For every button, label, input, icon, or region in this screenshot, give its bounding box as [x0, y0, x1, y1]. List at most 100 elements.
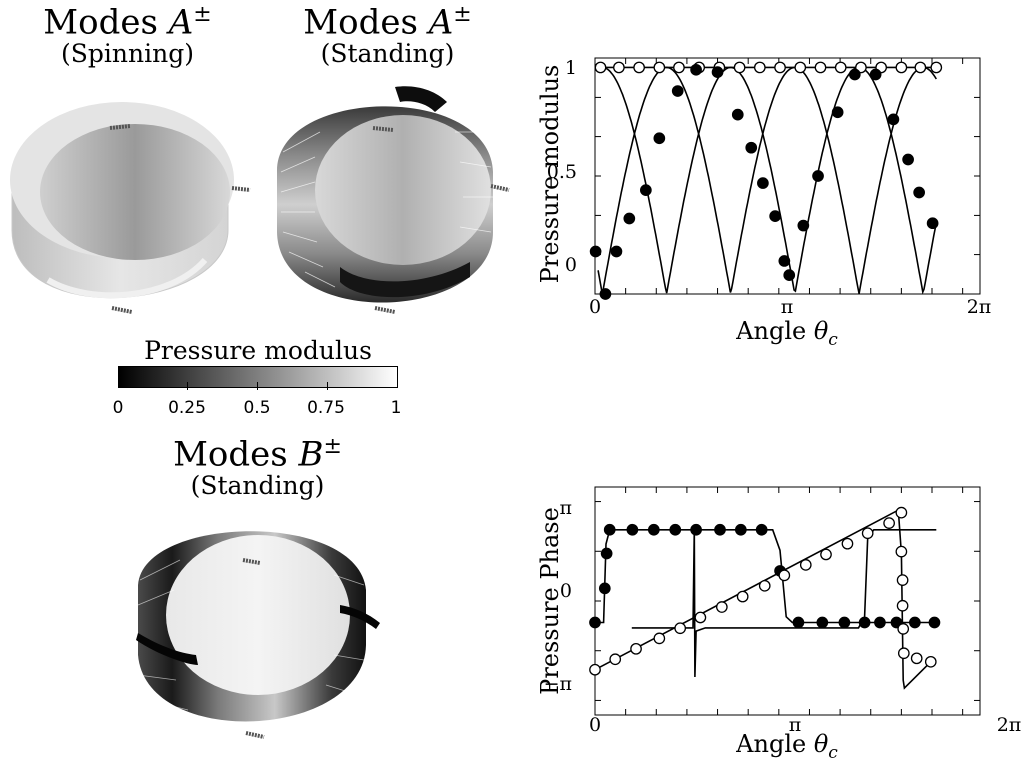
x-tick-label: π	[781, 296, 794, 318]
title-b-standing: Modes B± (Standing)	[150, 436, 365, 501]
data-point-filled	[874, 616, 886, 629]
data-point-open	[594, 61, 607, 74]
colorbar-tick-075: 0.75	[307, 398, 345, 418]
data-point-filled	[653, 132, 666, 145]
data-point-filled	[816, 616, 829, 629]
data-point-filled	[671, 85, 684, 97]
data-point-filled	[902, 153, 914, 166]
y-tick-label: −π	[544, 673, 572, 695]
ring-b-standing-image	[136, 531, 380, 739]
data-point-open	[910, 652, 923, 665]
x-axis-label: Angle θc	[735, 317, 838, 350]
data-point-open	[630, 642, 642, 655]
series-lines	[594, 508, 937, 690]
data-point-filled	[623, 212, 636, 225]
data-point-filled	[669, 523, 682, 536]
data-point-filled	[797, 219, 810, 232]
colorbar-tick-05: 0.5	[243, 398, 271, 418]
y-axis-label: Pressure Phase	[536, 507, 564, 695]
data-point-filled	[640, 184, 652, 197]
y-tick-label: 1	[565, 57, 577, 79]
x-tick-label: 0	[589, 296, 601, 318]
data-point-filled	[757, 177, 769, 189]
data-point-open	[613, 61, 625, 74]
data-point-filled	[711, 66, 724, 79]
data-point-open	[814, 61, 827, 74]
data-point-open	[895, 61, 908, 74]
colorbar-ticks	[118, 382, 399, 392]
data-point-open	[930, 61, 943, 74]
series-line-standing	[597, 66, 937, 294]
subtitle-a-standing: (Standing)	[320, 39, 455, 69]
data-point-filled	[589, 245, 602, 258]
data-point-filled	[714, 523, 726, 536]
data-point-filled	[745, 141, 758, 154]
colorbar-tick-1: 1	[390, 398, 402, 418]
series-line-open	[594, 508, 932, 690]
data-point-open	[609, 653, 622, 666]
y-tick-label: 0	[560, 580, 572, 602]
title-a-spinning: Modes A± (Spinning)	[20, 4, 235, 69]
data-point-filled	[838, 616, 851, 629]
data-point-open	[674, 622, 687, 635]
data-point-open	[914, 61, 927, 74]
data-point-filled	[690, 523, 702, 536]
ring-a-standing-image	[276, 86, 510, 314]
data-point-open	[896, 574, 909, 586]
colorbar-tick-025: 0.25	[168, 398, 206, 418]
data-point-open	[653, 632, 666, 645]
data-point-open	[883, 517, 895, 529]
colorbar-tick-0: 0	[112, 398, 124, 418]
data-point-filled	[909, 616, 921, 629]
x-tick-label: 0	[589, 714, 601, 736]
data-point-open	[895, 545, 908, 558]
data-point-filled	[690, 63, 702, 76]
y-axis-label: Pressure modulus	[536, 65, 564, 284]
plot-frame	[594, 486, 981, 716]
ring-spinning-image	[10, 102, 251, 314]
data-point-filled	[599, 288, 612, 300]
data-point-open	[774, 61, 786, 74]
axis-ticks	[594, 487, 980, 715]
data-point-filled	[858, 616, 871, 629]
colorbar	[118, 366, 398, 388]
title-a-standing: Modes A± (Standing)	[280, 4, 495, 69]
data-point-open	[653, 61, 666, 74]
x-tick-label: 2π	[967, 296, 992, 318]
data-point-open	[834, 61, 847, 74]
chart-pressure-modulus: Pressure modulus Angle θc 0 π 2π 0 0.5 1	[536, 57, 992, 350]
data-point-filled	[734, 523, 747, 536]
data-point-filled	[848, 68, 861, 81]
data-point-filled	[783, 269, 796, 281]
x-tick-label: 2π	[997, 714, 1022, 736]
data-point-open	[794, 61, 807, 74]
data-point-filled	[887, 113, 900, 126]
y-tick-label: 0.5	[547, 161, 577, 183]
data-point-open	[820, 548, 832, 561]
data-point-open	[897, 623, 910, 635]
data-point-open	[861, 527, 874, 540]
data-point-filled	[769, 210, 781, 222]
data-point-filled	[812, 170, 824, 182]
data-point-filled	[778, 255, 791, 267]
data-point-filled	[598, 582, 611, 595]
x-axis-label: Angle θc	[735, 730, 838, 763]
data-point-filled	[647, 523, 660, 536]
data-point-open	[589, 663, 601, 676]
data-point-open	[924, 655, 937, 668]
subtitle-b-standing: (Standing)	[190, 471, 325, 501]
series-points	[589, 61, 943, 300]
subtitle-a-spinning: (Spinning)	[61, 39, 194, 69]
data-point-filled	[603, 523, 616, 536]
data-point-open	[694, 611, 707, 624]
data-point-filled	[755, 523, 768, 536]
data-point-open	[758, 579, 771, 592]
data-point-open	[897, 647, 910, 660]
data-point-open	[673, 61, 685, 74]
data-point-open	[778, 569, 791, 582]
data-point-open	[841, 537, 854, 550]
data-point-filled	[792, 616, 805, 629]
data-point-open	[753, 61, 766, 74]
data-point-open	[896, 599, 909, 612]
y-tick-label: π	[560, 497, 573, 519]
